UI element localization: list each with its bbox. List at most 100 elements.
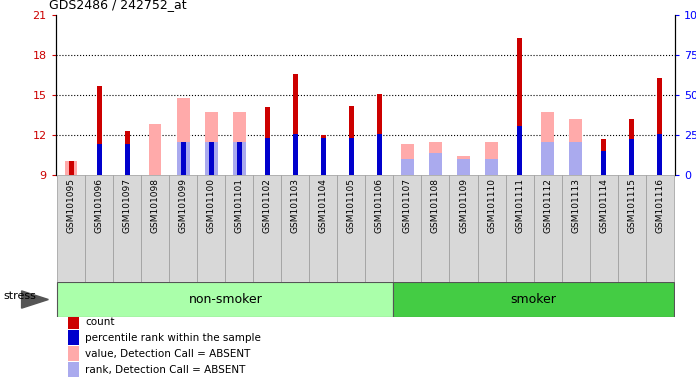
Bar xyxy=(457,156,470,175)
Bar xyxy=(646,175,674,282)
Bar xyxy=(57,282,393,317)
Text: GSM101105: GSM101105 xyxy=(347,178,356,233)
Bar xyxy=(601,139,606,175)
Text: GSM101106: GSM101106 xyxy=(375,178,384,233)
Bar xyxy=(321,137,326,175)
Bar xyxy=(401,159,413,175)
Bar xyxy=(657,78,662,175)
Text: GSM101113: GSM101113 xyxy=(571,178,580,233)
Bar xyxy=(141,175,169,282)
Bar xyxy=(505,175,534,282)
Text: GSM101096: GSM101096 xyxy=(95,178,104,233)
Bar xyxy=(590,175,617,282)
Bar xyxy=(281,175,309,282)
Text: stress: stress xyxy=(3,291,36,301)
Bar xyxy=(629,119,634,175)
Bar xyxy=(253,175,281,282)
Text: GSM101100: GSM101100 xyxy=(207,178,216,233)
Text: value, Detection Call = ABSENT: value, Detection Call = ABSENT xyxy=(86,349,251,359)
Bar xyxy=(68,330,79,345)
Bar xyxy=(264,137,270,175)
Bar xyxy=(293,74,298,175)
Polygon shape xyxy=(22,291,48,308)
Bar xyxy=(68,314,79,329)
Text: GSM101114: GSM101114 xyxy=(599,178,608,233)
Text: non-smoker: non-smoker xyxy=(189,293,262,306)
Bar xyxy=(125,144,129,175)
Text: GSM101103: GSM101103 xyxy=(291,178,300,233)
Bar xyxy=(485,159,498,175)
Bar xyxy=(569,119,582,175)
Bar xyxy=(57,175,85,282)
Text: GSM101116: GSM101116 xyxy=(655,178,664,233)
Text: GSM101107: GSM101107 xyxy=(403,178,412,233)
Bar xyxy=(429,142,442,175)
Bar xyxy=(309,175,338,282)
Text: GDS2486 / 242752_at: GDS2486 / 242752_at xyxy=(49,0,187,12)
Bar xyxy=(377,94,382,175)
Bar xyxy=(401,144,413,175)
Text: GSM101108: GSM101108 xyxy=(431,178,440,233)
Bar xyxy=(429,154,442,175)
Bar xyxy=(209,142,214,175)
Bar xyxy=(264,107,270,175)
Bar xyxy=(477,175,505,282)
Text: GSM101099: GSM101099 xyxy=(179,178,188,233)
Bar xyxy=(125,131,129,175)
Bar xyxy=(541,142,554,175)
Text: GSM101101: GSM101101 xyxy=(235,178,244,233)
Bar xyxy=(569,142,582,175)
Bar xyxy=(617,175,646,282)
Bar xyxy=(338,175,365,282)
Bar xyxy=(169,175,197,282)
Bar xyxy=(601,151,606,175)
Bar xyxy=(450,175,477,282)
Bar xyxy=(205,112,218,175)
Bar xyxy=(541,112,554,175)
Text: percentile rank within the sample: percentile rank within the sample xyxy=(86,333,261,343)
Bar xyxy=(205,142,218,175)
Bar xyxy=(349,137,354,175)
Bar xyxy=(485,142,498,175)
Bar xyxy=(517,38,522,175)
Bar xyxy=(393,175,422,282)
Bar xyxy=(349,106,354,175)
Bar xyxy=(97,144,102,175)
Bar xyxy=(422,175,450,282)
Bar xyxy=(97,86,102,175)
Bar xyxy=(65,161,77,175)
Bar xyxy=(293,134,298,175)
Bar xyxy=(197,175,226,282)
Bar xyxy=(393,282,674,317)
Bar xyxy=(177,98,189,175)
Text: GSM101110: GSM101110 xyxy=(487,178,496,233)
Bar xyxy=(233,112,246,175)
Bar xyxy=(517,126,522,175)
Bar xyxy=(365,175,393,282)
Bar xyxy=(321,135,326,175)
Text: GSM101102: GSM101102 xyxy=(263,178,272,233)
Bar xyxy=(226,175,253,282)
Text: GSM101095: GSM101095 xyxy=(67,178,76,233)
Bar xyxy=(113,175,141,282)
Bar xyxy=(457,159,470,175)
Text: GSM101109: GSM101109 xyxy=(459,178,468,233)
Bar xyxy=(68,346,79,361)
Text: GSM101098: GSM101098 xyxy=(150,178,159,233)
Bar xyxy=(85,175,113,282)
Bar xyxy=(177,142,189,175)
Bar xyxy=(68,362,79,377)
Bar xyxy=(233,142,246,175)
Text: GSM101104: GSM101104 xyxy=(319,178,328,233)
Text: GSM101097: GSM101097 xyxy=(122,178,132,233)
Bar xyxy=(377,134,382,175)
Text: smoker: smoker xyxy=(511,293,557,306)
Bar xyxy=(69,161,74,175)
Bar xyxy=(237,142,242,175)
Bar xyxy=(562,175,590,282)
Text: count: count xyxy=(86,316,115,326)
Bar xyxy=(181,142,186,175)
Text: GSM101111: GSM101111 xyxy=(515,178,524,233)
Bar xyxy=(657,134,662,175)
Bar xyxy=(534,175,562,282)
